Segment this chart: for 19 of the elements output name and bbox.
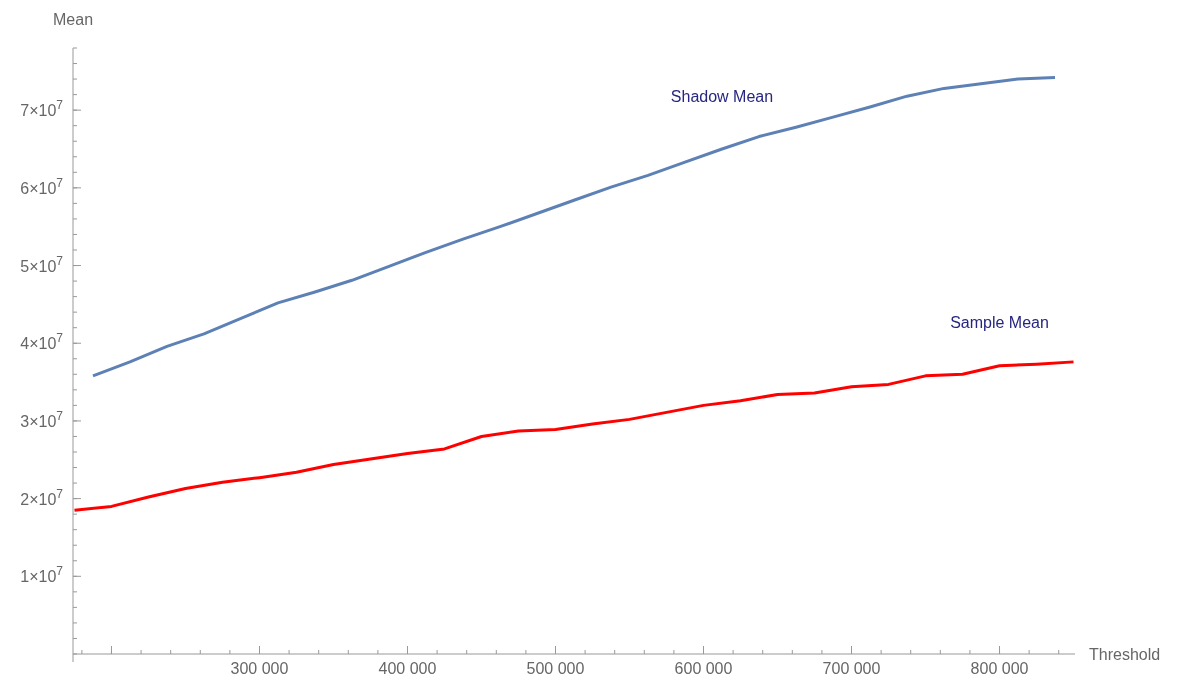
x-tick-label: 300 000 — [230, 660, 289, 677]
y-tick-label: 3×10$^{7}$ — [20, 408, 64, 430]
x-tick-label: 600 000 — [674, 660, 733, 677]
x-tick-label: 400 000 — [378, 660, 437, 677]
y-tick-label: 2×10$^{7}$ — [20, 486, 64, 508]
y-axis-title: Mean — [53, 11, 94, 28]
x-tick-label: 800 000 — [970, 660, 1029, 677]
y-tick-label: 7×10$^{7}$ — [20, 98, 64, 120]
line-series — [91, 76, 1057, 378]
y-tick-label: 4×10$^{7}$ — [20, 331, 64, 353]
line-series — [72, 360, 1076, 512]
series-label: Shadow Mean — [670, 88, 774, 106]
y-tick-label: 6×10$^{7}$ — [20, 175, 64, 197]
x-tick-label: 500 000 — [526, 660, 585, 677]
x-axis-title: Threshold — [1089, 646, 1161, 663]
y-tick-label: 1×10$^{7}$ — [20, 564, 64, 586]
series-label: Sample Mean — [950, 314, 1049, 332]
x-tick-label: 700 000 — [822, 660, 881, 677]
y-tick-label: 5×10$^{7}$ — [20, 253, 64, 275]
